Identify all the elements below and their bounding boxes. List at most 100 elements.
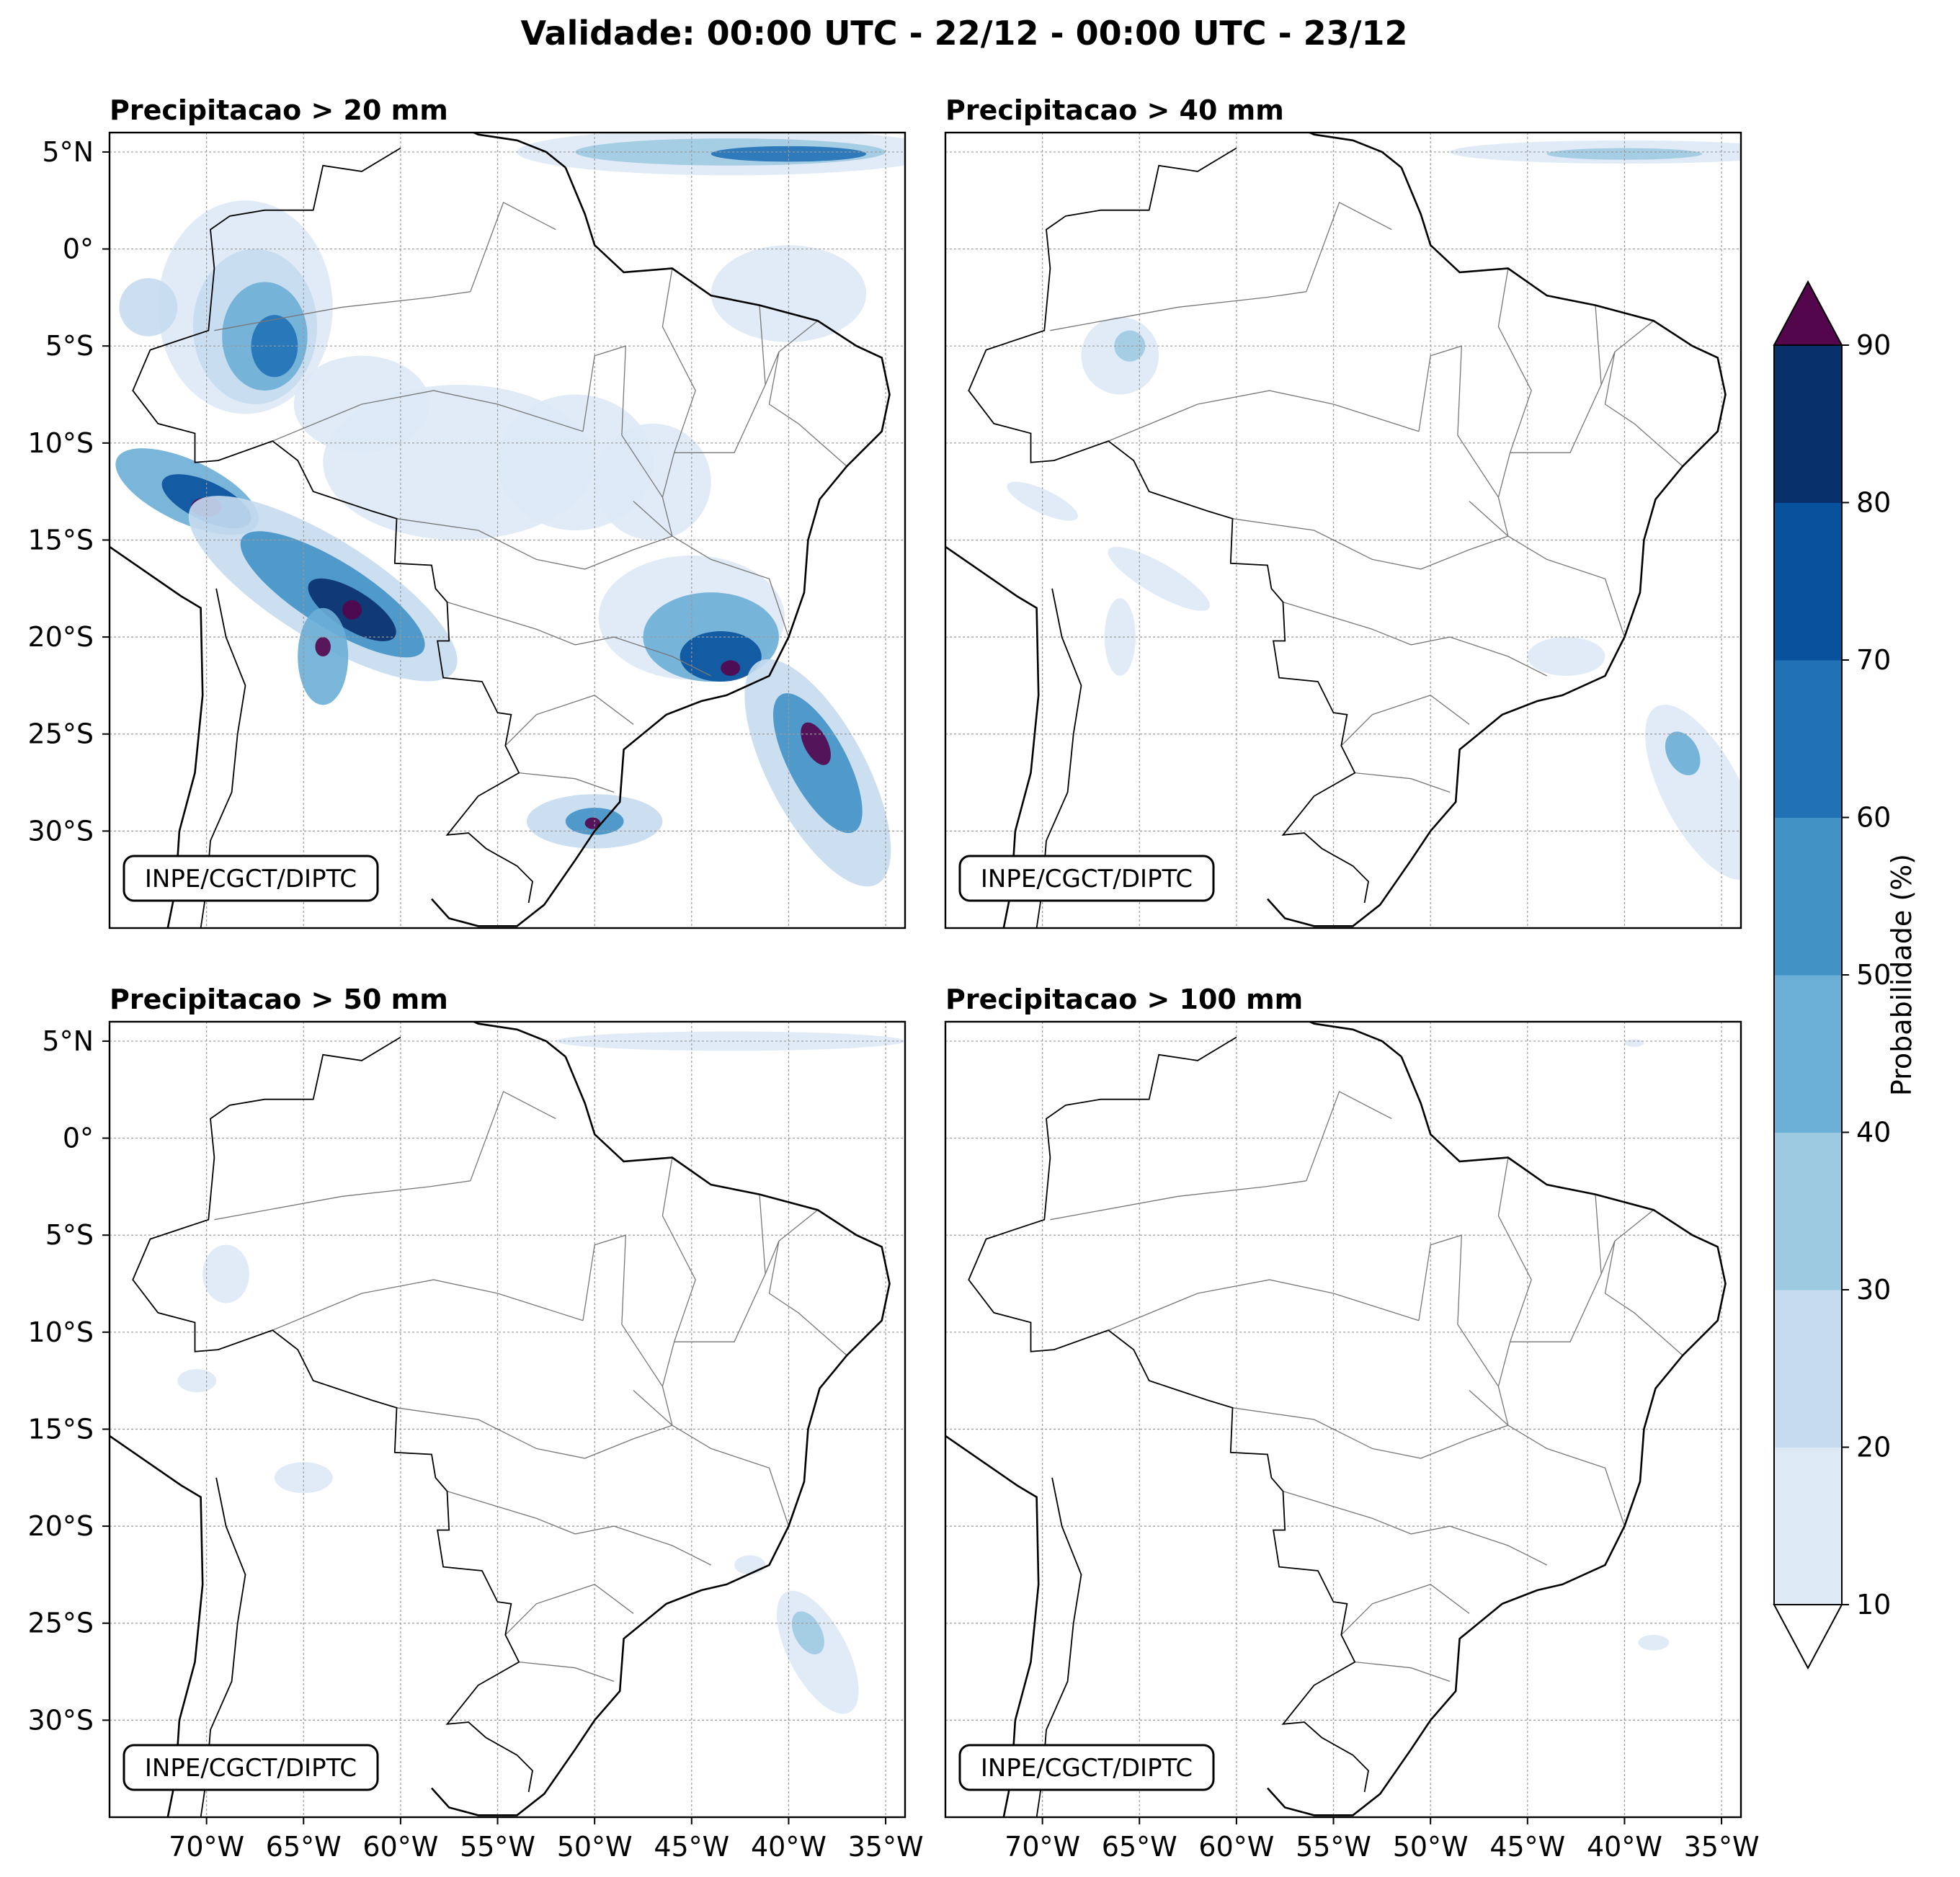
probability-area [177,1368,217,1393]
lat-tick-label: 20°S [28,621,94,653]
colorbar-segment [1774,1290,1842,1448]
lat-tick-label: 15°S [28,524,94,556]
state-border [1355,772,1451,793]
coastline [110,545,204,928]
state-border [272,390,584,442]
state-border [519,772,615,793]
probability-area [1114,330,1146,362]
probability-area [772,693,863,834]
state-border [396,1407,673,1459]
state-border [447,601,711,677]
state-border [1469,501,1626,638]
colorbar: 10 20 30 40 50 60 70 80 90 Probabilidade (%) [1773,280,1917,1670]
coastline [1307,1022,1402,1058]
state-border [1306,1090,1392,1182]
state-border [582,1234,673,1426]
probability-area [1638,1634,1670,1651]
country-border [968,1036,1369,1793]
colorbar-under-triangle [1773,1604,1843,1670]
state-border [470,201,556,293]
figure-title: Validade: 00:00 UTC - 22/12 - 00:00 UTC … [520,14,1407,53]
lon-tick-label: 35°W [1684,1831,1760,1863]
coastline [431,167,891,927]
coastline [431,1056,891,1816]
state-border [1355,1661,1451,1682]
state-border [1306,201,1392,293]
probability-area [710,146,867,162]
state-border [1497,268,1532,498]
lon-tick-label: 45°W [1489,1831,1565,1863]
lon-tick-label: 40°W [751,1831,827,1863]
watermark-box [958,855,1215,902]
map-panel-3: Precipitacao > 50 mm INPE/CGCT/DIPTC 5°N 0°… [28,984,924,1863]
probability-area [342,599,362,620]
state-border [272,1279,584,1331]
coastline [945,1435,1040,1817]
country-border [132,1036,533,1793]
probability-area [1624,1039,1644,1048]
state-border [1050,291,1306,331]
lon-tick-label: 55°W [1296,1831,1371,1863]
watermark-text: INPE/CGCT/DIPTC [981,865,1193,893]
lat-tick-label: 25°S [28,718,94,750]
colorbar-over-triangle [1773,280,1843,346]
state-border [396,518,673,570]
lon-tick-label: 50°W [557,1831,633,1863]
lon-tick-label: 50°W [1393,1831,1469,1863]
coastline [471,133,566,169]
lat-tick-label: 30°S [28,1704,94,1736]
lon-tick-label: 65°W [1102,1831,1177,1863]
lon-tick-label: 65°W [266,1831,342,1863]
colorbar-segment [1774,817,1842,976]
state-border [1510,1194,1602,1342]
state-border [1283,601,1547,677]
colorbar-tick-label: 30 [1856,1274,1891,1306]
map-background [945,1022,1741,1817]
state-border [1050,1180,1306,1221]
colorbar-segment [1774,975,1842,1133]
state-border [1108,390,1420,442]
state-border [674,1194,766,1342]
probability-area [721,660,741,676]
country-border [968,147,1369,904]
colorbar-segment [1774,660,1842,818]
probability-area [298,607,349,705]
state-border [1283,1490,1547,1566]
panel-title: Precipitacao > 20 mm [110,94,448,126]
coastline [945,545,1040,928]
state-border [214,291,471,331]
state-border [768,352,847,467]
colorbar-tick-label: 80 [1856,487,1891,519]
colorbar-segment [1774,1447,1842,1605]
state-border [1340,1584,1470,1636]
lat-tick-label: 5°N [42,1025,94,1057]
lat-tick-label: 0° [63,233,94,265]
map-panel-2: Precipitacao > 40 mm INPE/CGCT/DIPTC [944,94,1742,929]
state-border [582,345,673,537]
probability-area [1665,731,1701,775]
lon-tick-label: 35°W [848,1831,924,1863]
watermark-text: INPE/CGCT/DIPTC [145,1754,357,1783]
colorbar-tick-label: 40 [1856,1117,1891,1149]
lon-tick-label: 40°W [1587,1831,1662,1863]
probability-area [556,1031,905,1051]
colorbar-tick-label: 20 [1856,1432,1891,1463]
state-border [1232,1407,1509,1459]
state-border [633,501,790,638]
colorbar-tick-label: 70 [1856,644,1891,676]
colorbar-segment [1774,1132,1842,1290]
map-background [110,1022,905,1817]
colorbar-label: Probabilidade (%) [1886,854,1917,1096]
probability-area [315,637,331,657]
lat-tick-label: 10°S [28,1316,94,1348]
state-border [214,1180,471,1221]
probability-area [1527,637,1605,676]
lon-tick-label: 70°W [169,1831,244,1863]
lat-tick-label: 30°S [28,815,94,847]
coastline [1267,1056,1727,1816]
colorbar-tick-label: 90 [1856,329,1891,361]
lat-tick-label: 20°S [28,1510,94,1542]
probability-area [680,631,762,682]
map-frame [944,1020,1742,1819]
